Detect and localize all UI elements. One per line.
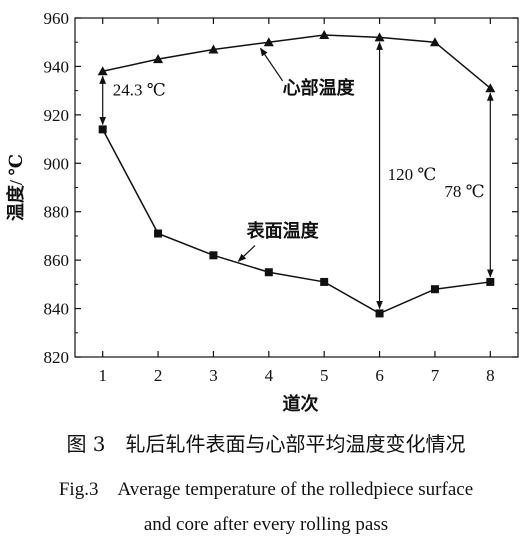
difference-label: 24.3 ℃	[113, 80, 166, 99]
y-tick-label: 880	[44, 203, 70, 222]
x-tick-label: 1	[98, 366, 107, 385]
triangle-marker	[485, 83, 496, 93]
x-axis-label: 道次	[283, 393, 319, 414]
square-marker	[320, 277, 329, 286]
difference-label: 120 ℃	[388, 165, 437, 184]
temperature-chart: 820 840 860 880 900 920 940 960 1 2 3 4 5 6 7 8 道次 温度/ ℃ 心…	[5, 9, 519, 414]
figure-caption-chinese: 图 3 轧后轧件表面与心部平均温度变化情况	[66, 432, 466, 456]
x-tick-label: 3	[209, 366, 218, 385]
y-tick-label: 840	[44, 300, 70, 319]
x-tick-label: 7	[431, 366, 440, 385]
square-marker	[154, 229, 163, 238]
y-tick-label: 900	[44, 154, 70, 173]
x-tick-label: 8	[486, 366, 495, 385]
series-label-core-leader	[260, 47, 284, 82]
series-label-core: 心部温度	[283, 77, 356, 98]
x-tick-label: 4	[265, 366, 274, 385]
y-tick-label: 940	[44, 57, 70, 76]
x-tick-label: 5	[320, 366, 329, 385]
y-tick-label: 920	[44, 106, 70, 125]
triangle-marker	[374, 32, 385, 42]
x-tick-label: 6	[375, 366, 384, 385]
y-tick-label: 960	[44, 9, 70, 28]
triangle-marker	[97, 66, 108, 76]
square-marker	[98, 125, 107, 134]
y-tick-label: 860	[44, 251, 70, 270]
square-marker	[375, 309, 384, 318]
x-tick-label: 2	[154, 366, 163, 385]
square-marker	[264, 268, 273, 277]
series-label-surface: 表面温度	[247, 220, 320, 241]
series-line-2	[102, 129, 491, 315]
square-marker	[486, 277, 495, 286]
figure-caption-english-line1: Fig.3 Average temperature of the rolledp…	[58, 479, 474, 500]
figure-caption-english-line2: and core after every rolling pass	[143, 514, 389, 535]
triangle-marker	[319, 29, 330, 39]
triangle-marker	[153, 54, 164, 64]
y-tick-label: 820	[44, 348, 70, 367]
square-marker	[209, 251, 218, 260]
triangle-marker	[208, 44, 219, 54]
chart-svg: 820 840 860 880 900 920 940 960 1 2 3 4 5 6 7 8 道次 温度/ ℃ 心…	[5, 9, 519, 414]
series-label-surface-leader	[237, 245, 256, 262]
triangle-marker	[429, 37, 440, 47]
y-axis-label: 温度/ ℃	[5, 154, 26, 221]
square-marker	[430, 285, 439, 294]
difference-label: 78 ℃	[444, 182, 484, 201]
triangle-marker	[263, 37, 274, 47]
series-line-1	[102, 34, 491, 89]
